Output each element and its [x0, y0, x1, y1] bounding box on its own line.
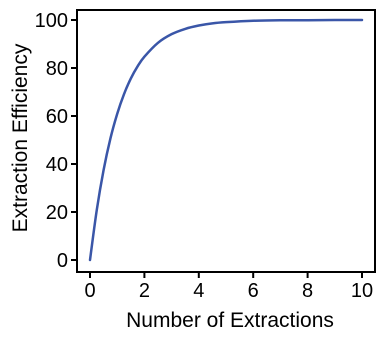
x-tick-label: 0 [84, 280, 95, 302]
series-line [88, 18, 364, 262]
y-tick-label: 100 [35, 10, 68, 32]
y-tick-label: 40 [46, 154, 68, 176]
y-tick-label: 20 [46, 202, 68, 224]
y-tick-label: 80 [46, 58, 68, 80]
plot-frame [76, 9, 376, 273]
y-tick-label: 60 [46, 106, 68, 128]
y-axis-label: Extraction Efficiency [9, 43, 32, 232]
x-axis-label: Number of Extractions [126, 309, 334, 332]
x-tick-label: 8 [302, 280, 313, 302]
x-tick-label: 2 [139, 280, 150, 302]
x-tick-label: 6 [248, 280, 259, 302]
x-tick-label: 10 [351, 280, 373, 302]
y-tick-label: 0 [57, 250, 68, 272]
x-tick-label: 4 [193, 280, 204, 302]
